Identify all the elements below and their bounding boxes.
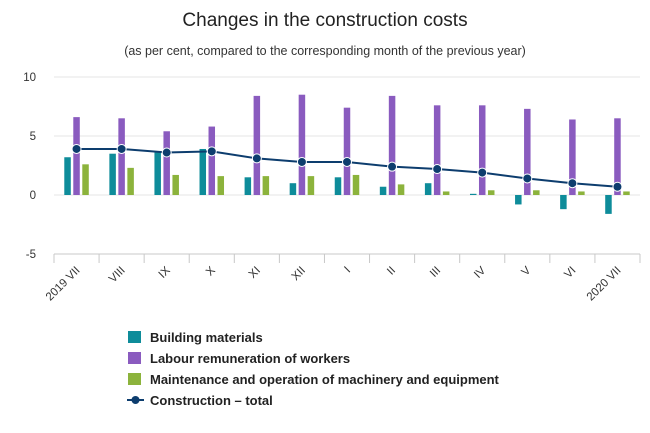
line-point [387,161,398,172]
y-tick-label: 5 [30,131,36,143]
x-tick-label: III [428,265,443,280]
x-tick-label: IX [157,264,173,280]
x-tick-label: IV [472,264,488,280]
bar [433,105,441,195]
bar [307,176,315,195]
legend-point-marker [131,396,140,404]
legend-swatch [128,331,141,343]
x-tick-label: VI [562,265,578,281]
bar [605,195,612,214]
line-point [342,156,352,167]
legend-label: Building materials [150,330,263,345]
y-tick-label: 10 [23,72,36,84]
y-axis: -5 0 5 10 [23,72,36,261]
chart-subtitle: (as per cent, compared to the correspond… [124,44,526,58]
bar [487,190,495,195]
bar [334,177,342,195]
line-point [251,153,262,164]
line-point [432,164,443,175]
bar [244,177,252,195]
bar [208,126,216,195]
line-series [71,143,623,192]
bar [578,191,585,195]
bar [388,95,396,195]
line-point [71,143,82,154]
bar [172,174,179,195]
bar [253,95,261,195]
bar [82,164,89,195]
bar [397,184,405,195]
bar [343,107,351,195]
bar [289,183,297,195]
bar [424,183,432,195]
bar [560,195,567,210]
legend-label: Construction – total [150,393,273,408]
x-tick-label: II [385,265,398,278]
bar [109,153,116,195]
legend-swatch [128,373,141,385]
line-point [567,178,578,189]
bar [623,191,630,195]
bar [515,195,522,205]
x-tick-label: VIII [107,265,128,286]
bar [569,119,576,195]
y-tick-label: 0 [30,190,36,202]
y-tick-label: -5 [26,249,36,261]
bar [352,174,360,195]
x-tick-label: XI [247,265,263,281]
x-tick-label: I [342,265,353,276]
bar [442,191,450,195]
bar-series [64,94,630,214]
bar [118,118,125,195]
bar [478,105,486,195]
bar [217,176,225,195]
line-point [206,146,217,157]
x-tick-label: X [204,264,218,278]
x-axis: 2019 VII VIII IX X XI XII I II III IV V VI 2020 VII [44,253,641,304]
bar [64,157,71,195]
line-point [161,147,172,158]
legend-label: Maintenance and operation of machinery a… [150,372,500,387]
x-tick-label: 2019 VII [44,265,83,304]
bar [163,131,170,195]
bar [614,118,621,195]
line-point [296,156,307,167]
legend-swatch [128,352,141,364]
bar [469,193,477,195]
x-tick-label: XII [290,265,308,283]
line-point [522,173,533,184]
x-tick-label: V [520,264,534,278]
legend: Building materials Labour remuneration of… [127,330,500,408]
bar [298,94,306,195]
bar [379,186,387,195]
bar [524,108,531,195]
chart-title: Changes in the construction costs [182,10,467,31]
x-tick-label: 2020 VII [585,265,624,304]
bar [199,148,207,195]
line-point [477,167,488,178]
bar [73,117,80,195]
bar [533,190,540,195]
legend-label: Labour remuneration of workers [150,351,350,366]
bar [154,152,161,195]
bar [262,176,270,195]
bar [127,167,134,195]
line-point [612,181,623,192]
line-point [116,143,127,154]
